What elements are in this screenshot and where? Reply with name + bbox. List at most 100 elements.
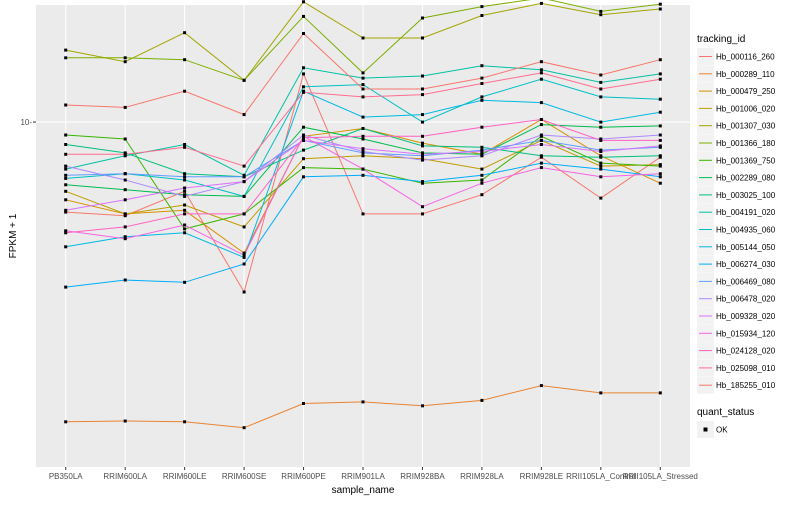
data-point	[64, 285, 68, 289]
data-point	[539, 123, 543, 127]
data-point	[123, 225, 127, 229]
data-point	[183, 212, 187, 216]
legend-label: Hb_000116_260	[716, 53, 775, 62]
data-point	[539, 60, 543, 64]
data-point	[183, 186, 187, 190]
data-point	[123, 137, 127, 141]
data-point	[183, 58, 187, 62]
data-point	[302, 14, 305, 18]
legend-label: Hb_004935_060	[716, 226, 776, 235]
data-point	[599, 196, 603, 200]
data-point	[539, 118, 543, 121]
data-point	[421, 74, 424, 78]
points-layer	[64, 0, 662, 430]
data-point	[183, 178, 187, 182]
data-point	[64, 183, 68, 187]
x-tick-label: RRII105LA_Control	[566, 472, 636, 481]
data-point	[242, 113, 246, 117]
data-point	[421, 404, 424, 408]
data-point	[658, 77, 662, 81]
data-point	[658, 164, 662, 168]
data-point	[64, 189, 68, 193]
legend-entry: Hb_001369_750	[697, 151, 776, 169]
legend-label: Hb_009328_020	[716, 312, 776, 321]
data-point	[658, 7, 662, 11]
data-point	[302, 32, 305, 35]
data-point	[421, 181, 424, 185]
data-point	[658, 97, 662, 101]
data-point	[658, 181, 662, 185]
data-point	[64, 152, 68, 156]
data-point	[599, 87, 603, 91]
data-point	[242, 194, 246, 198]
data-point	[480, 14, 484, 17]
legend-entry: Hb_009328_020	[697, 307, 776, 325]
data-point	[539, 166, 543, 170]
data-point	[302, 138, 305, 142]
x-tick-label: RRIM928BA	[400, 472, 445, 481]
data-point	[539, 68, 543, 72]
legend-label: Hb_004191_020	[716, 208, 776, 217]
data-point	[421, 113, 424, 117]
data-point	[539, 71, 543, 75]
data-point	[64, 229, 68, 233]
data-point	[658, 133, 662, 137]
legend-label: Hb_001006_020	[716, 104, 776, 113]
legend-entry: Hb_185255_010	[697, 376, 776, 394]
data-point	[421, 152, 424, 156]
data-point	[361, 71, 365, 75]
data-point	[302, 0, 305, 4]
legend: tracking_id Hb_000116_260Hb_000289_110Hb…	[697, 34, 776, 438]
legend-label: Hb_005144_050	[716, 243, 776, 252]
legend2-key-point	[703, 427, 708, 432]
data-point	[302, 66, 305, 70]
data-point	[302, 72, 305, 76]
data-point	[480, 154, 484, 158]
data-point	[480, 64, 484, 68]
data-point	[480, 178, 484, 182]
data-point	[480, 398, 484, 402]
data-point	[183, 420, 187, 424]
data-point	[480, 193, 484, 197]
data-point	[658, 138, 662, 142]
legend-label: Hb_001369_750	[716, 156, 776, 165]
legend-entry: Hb_000289_110	[697, 65, 775, 83]
data-point	[64, 48, 68, 52]
data-point	[658, 144, 662, 148]
legend-entries: Hb_000116_260 Hb_000289_110 Hb_000479_250 H…	[697, 48, 776, 394]
data-point	[421, 93, 424, 97]
data-point	[361, 127, 365, 130]
data-point	[361, 212, 365, 216]
data-point	[480, 145, 484, 149]
data-point	[658, 2, 662, 6]
data-point	[123, 419, 127, 423]
data-point	[361, 173, 365, 177]
data-point	[302, 90, 305, 94]
data-point	[123, 235, 127, 239]
data-point	[421, 120, 424, 124]
x-tick-label: RRIM928LE	[520, 472, 564, 481]
x-tick-label: RRIM600SE	[222, 472, 266, 481]
data-point	[421, 144, 424, 148]
data-point	[183, 193, 187, 197]
data-point	[658, 110, 662, 114]
data-point	[183, 280, 187, 284]
data-point	[599, 13, 603, 17]
legend-label: Hb_025098_010	[716, 364, 776, 373]
data-point	[64, 198, 68, 202]
data-point	[539, 143, 543, 146]
legend-label: Hb_015934_120	[716, 329, 776, 338]
data-point	[123, 188, 127, 192]
data-point	[123, 278, 127, 282]
legend-entry: Hb_000479_250	[697, 82, 776, 100]
data-point	[64, 176, 68, 180]
data-point	[539, 1, 543, 5]
legend-title: tracking_id	[697, 34, 745, 45]
data-point	[480, 150, 484, 153]
data-point	[302, 402, 305, 405]
data-point	[302, 166, 305, 170]
data-point	[539, 384, 543, 388]
data-point	[64, 133, 68, 137]
data-point	[480, 173, 484, 177]
data-point	[242, 262, 246, 266]
